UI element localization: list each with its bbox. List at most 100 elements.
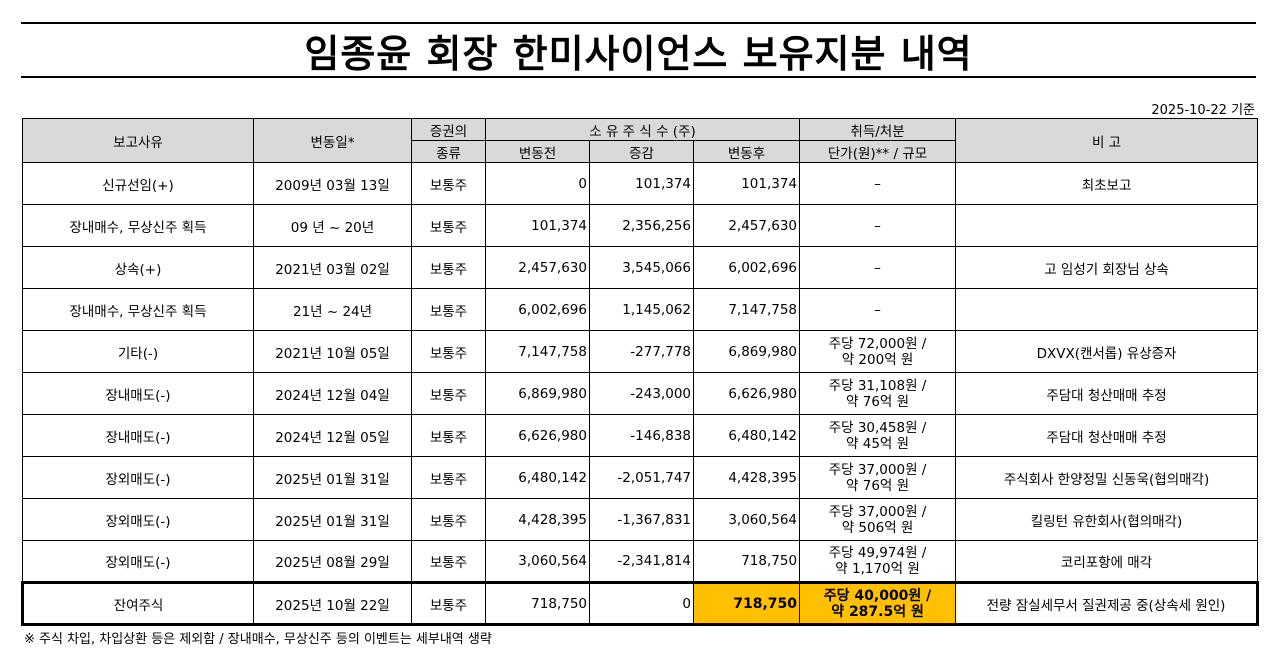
row-note: DXVX(캔서롭) 유상증자 <box>955 330 1259 373</box>
row-price-line2: 약 200억 원 <box>841 351 914 368</box>
row-after: 6,869,980 <box>692 330 801 373</box>
header-acq-group: 취득/처분 <box>799 118 957 141</box>
row-price: – <box>799 246 957 289</box>
row-price-line1: – <box>874 175 881 192</box>
total-change: 0 <box>589 581 694 626</box>
row-change: 1,145,062 <box>589 288 694 331</box>
total-price-line2: 약 287.5억 원 <box>831 603 924 620</box>
row-before: 2,457,630 <box>485 246 590 289</box>
table-row: 상속(+) 2021년 03월 02일 보통주 2,457,630 3,545,066 6… <box>22 246 1259 289</box>
row-type: 보통주 <box>411 204 486 247</box>
row-date: 2009년 03월 13일 <box>253 162 412 205</box>
row-after: 7,147,758 <box>692 288 801 331</box>
row-reason: 장내매수, 무상신주 획득 <box>22 288 254 331</box>
header-reason: 보고사유 <box>22 118 254 163</box>
row-price-line2: 약 76억 원 <box>846 477 910 494</box>
row-type: 보통주 <box>411 372 486 415</box>
row-before: 4,428,395 <box>485 498 590 541</box>
row-note: 고 임성기 회장님 상속 <box>955 246 1259 289</box>
footnote: ※ 주식 차입, 차입상환 등은 제외함 / 장내매수, 무상신주 등의 이벤트… <box>24 632 492 647</box>
table-row: 장내매도(-) 2024년 12월 05일 보통주 6,626,980 -146,838… <box>22 414 1259 457</box>
header-date: 변동일* <box>253 118 412 163</box>
row-change: 3,545,066 <box>589 246 694 289</box>
row-before: 3,060,564 <box>485 540 590 583</box>
row-after: 2,457,630 <box>692 204 801 247</box>
total-type: 보통주 <box>411 581 486 626</box>
row-type: 보통주 <box>411 288 486 331</box>
total-note: 전량 잠실세무서 질권제공 중(상속세 원인) <box>955 581 1260 626</box>
row-price-line1: – <box>874 259 881 276</box>
header-change: 증감 <box>589 140 694 163</box>
row-reason: 신규선임(+) <box>22 162 254 205</box>
row-price-line1: – <box>874 301 881 318</box>
row-price-line1: 주당 31,108원 / <box>828 377 927 394</box>
title-bar: 임종윤 회장 한미사이언스 보유지분 내역 <box>21 22 1256 78</box>
header-shares-group: 소 유 주 식 수 (주) <box>484 118 801 141</box>
row-change: -2,051,747 <box>589 456 694 499</box>
row-change: 2,356,256 <box>589 204 694 247</box>
row-date: 2021년 03월 02일 <box>253 246 412 289</box>
row-change: -277,778 <box>589 330 694 373</box>
row-after: 718,750 <box>692 540 801 583</box>
row-reason: 장외매도(-) <box>22 456 254 499</box>
row-change: -2,341,814 <box>589 540 694 583</box>
row-before: 101,374 <box>485 204 590 247</box>
table-row: 장내매수, 무상신주 획득 09 년 ~ 20년 보통주 101,374 2,356,2… <box>22 204 1259 247</box>
row-note <box>955 288 1259 331</box>
row-date: 2025년 01월 31일 <box>253 456 412 499</box>
row-price: 주당 37,000원 / 약 76억 원 <box>799 456 957 499</box>
row-change: -146,838 <box>589 414 694 457</box>
row-price: 주당 37,000원 / 약 506억 원 <box>799 498 957 541</box>
table-row: 장외매도(-) 2025년 01월 31일 보통주 4,428,395 -1,367,8… <box>22 498 1259 541</box>
row-after: 3,060,564 <box>692 498 801 541</box>
table-row: 장외매도(-) 2025년 01월 31일 보통주 6,480,142 -2,051,7… <box>22 456 1259 499</box>
row-price: – <box>799 288 957 331</box>
row-reason: 장내매도(-) <box>22 414 254 457</box>
row-change: -243,000 <box>589 372 694 415</box>
row-date: 2024년 12월 04일 <box>253 372 412 415</box>
row-price: – <box>799 204 957 247</box>
total-row: 잔여주식 2025년 10월 22일 보통주 718,750 0 718,750… <box>21 581 1260 626</box>
row-after: 6,626,980 <box>692 372 801 415</box>
row-price-line1: 주당 72,000원 / <box>828 335 927 352</box>
row-note: 주식회사 한양정밀 신동욱(협의매각) <box>955 456 1259 499</box>
row-type: 보통주 <box>411 162 486 205</box>
total-reason: 잔여주식 <box>21 581 254 626</box>
row-date: 2025년 08월 29일 <box>253 540 412 583</box>
row-type: 보통주 <box>411 330 486 373</box>
row-note: 킬링턴 유한회사(협의매각) <box>955 498 1259 541</box>
holdings-table: 보고사유 변동일* 증권의 소 유 주 식 수 (주) 취득/처분 비 고 종류… <box>21 118 1260 626</box>
row-reason: 상속(+) <box>22 246 254 289</box>
row-price-line2: 약 506억 원 <box>841 519 914 536</box>
header-before: 변동전 <box>485 140 590 163</box>
total-price: 주당 40,000원 / 약 287.5억 원 <box>799 581 957 626</box>
total-price-line1: 주당 40,000원 / <box>823 587 932 604</box>
row-type: 보통주 <box>411 414 486 457</box>
header-price: 단가(원)** / 규모 <box>799 140 957 163</box>
row-before: 6,002,696 <box>485 288 590 331</box>
row-before: 0 <box>485 162 590 205</box>
header-note: 비 고 <box>955 118 1259 163</box>
row-price: 주당 72,000원 / 약 200억 원 <box>799 330 957 373</box>
header-after: 변동후 <box>692 140 801 163</box>
row-note: 코리포항에 매각 <box>955 540 1259 583</box>
row-change: 101,374 <box>589 162 694 205</box>
header-sec-type-2: 종류 <box>411 140 486 163</box>
row-price-line2: 약 76억 원 <box>846 393 910 410</box>
row-type: 보통주 <box>411 540 486 583</box>
row-after: 4,428,395 <box>692 456 801 499</box>
row-price-line2: 약 1,170억 원 <box>835 561 920 577</box>
row-price-line1: 주당 37,000원 / <box>828 461 927 478</box>
total-date: 2025년 10월 22일 <box>253 581 412 626</box>
row-date: 2024년 12월 05일 <box>253 414 412 457</box>
row-note: 주담대 청산매매 추정 <box>955 372 1259 415</box>
row-before: 6,480,142 <box>485 456 590 499</box>
row-after: 101,374 <box>692 162 801 205</box>
table-row: 장내매도(-) 2024년 12월 04일 보통주 6,869,980 -243,000… <box>22 372 1259 415</box>
row-price: 주당 30,458원 / 약 45억 원 <box>799 414 957 457</box>
row-price: – <box>799 162 957 205</box>
row-reason: 장내매도(-) <box>22 372 254 415</box>
row-before: 6,626,980 <box>485 414 590 457</box>
row-date: 2025년 01월 31일 <box>253 498 412 541</box>
row-date: 21년 ~ 24년 <box>253 288 412 331</box>
